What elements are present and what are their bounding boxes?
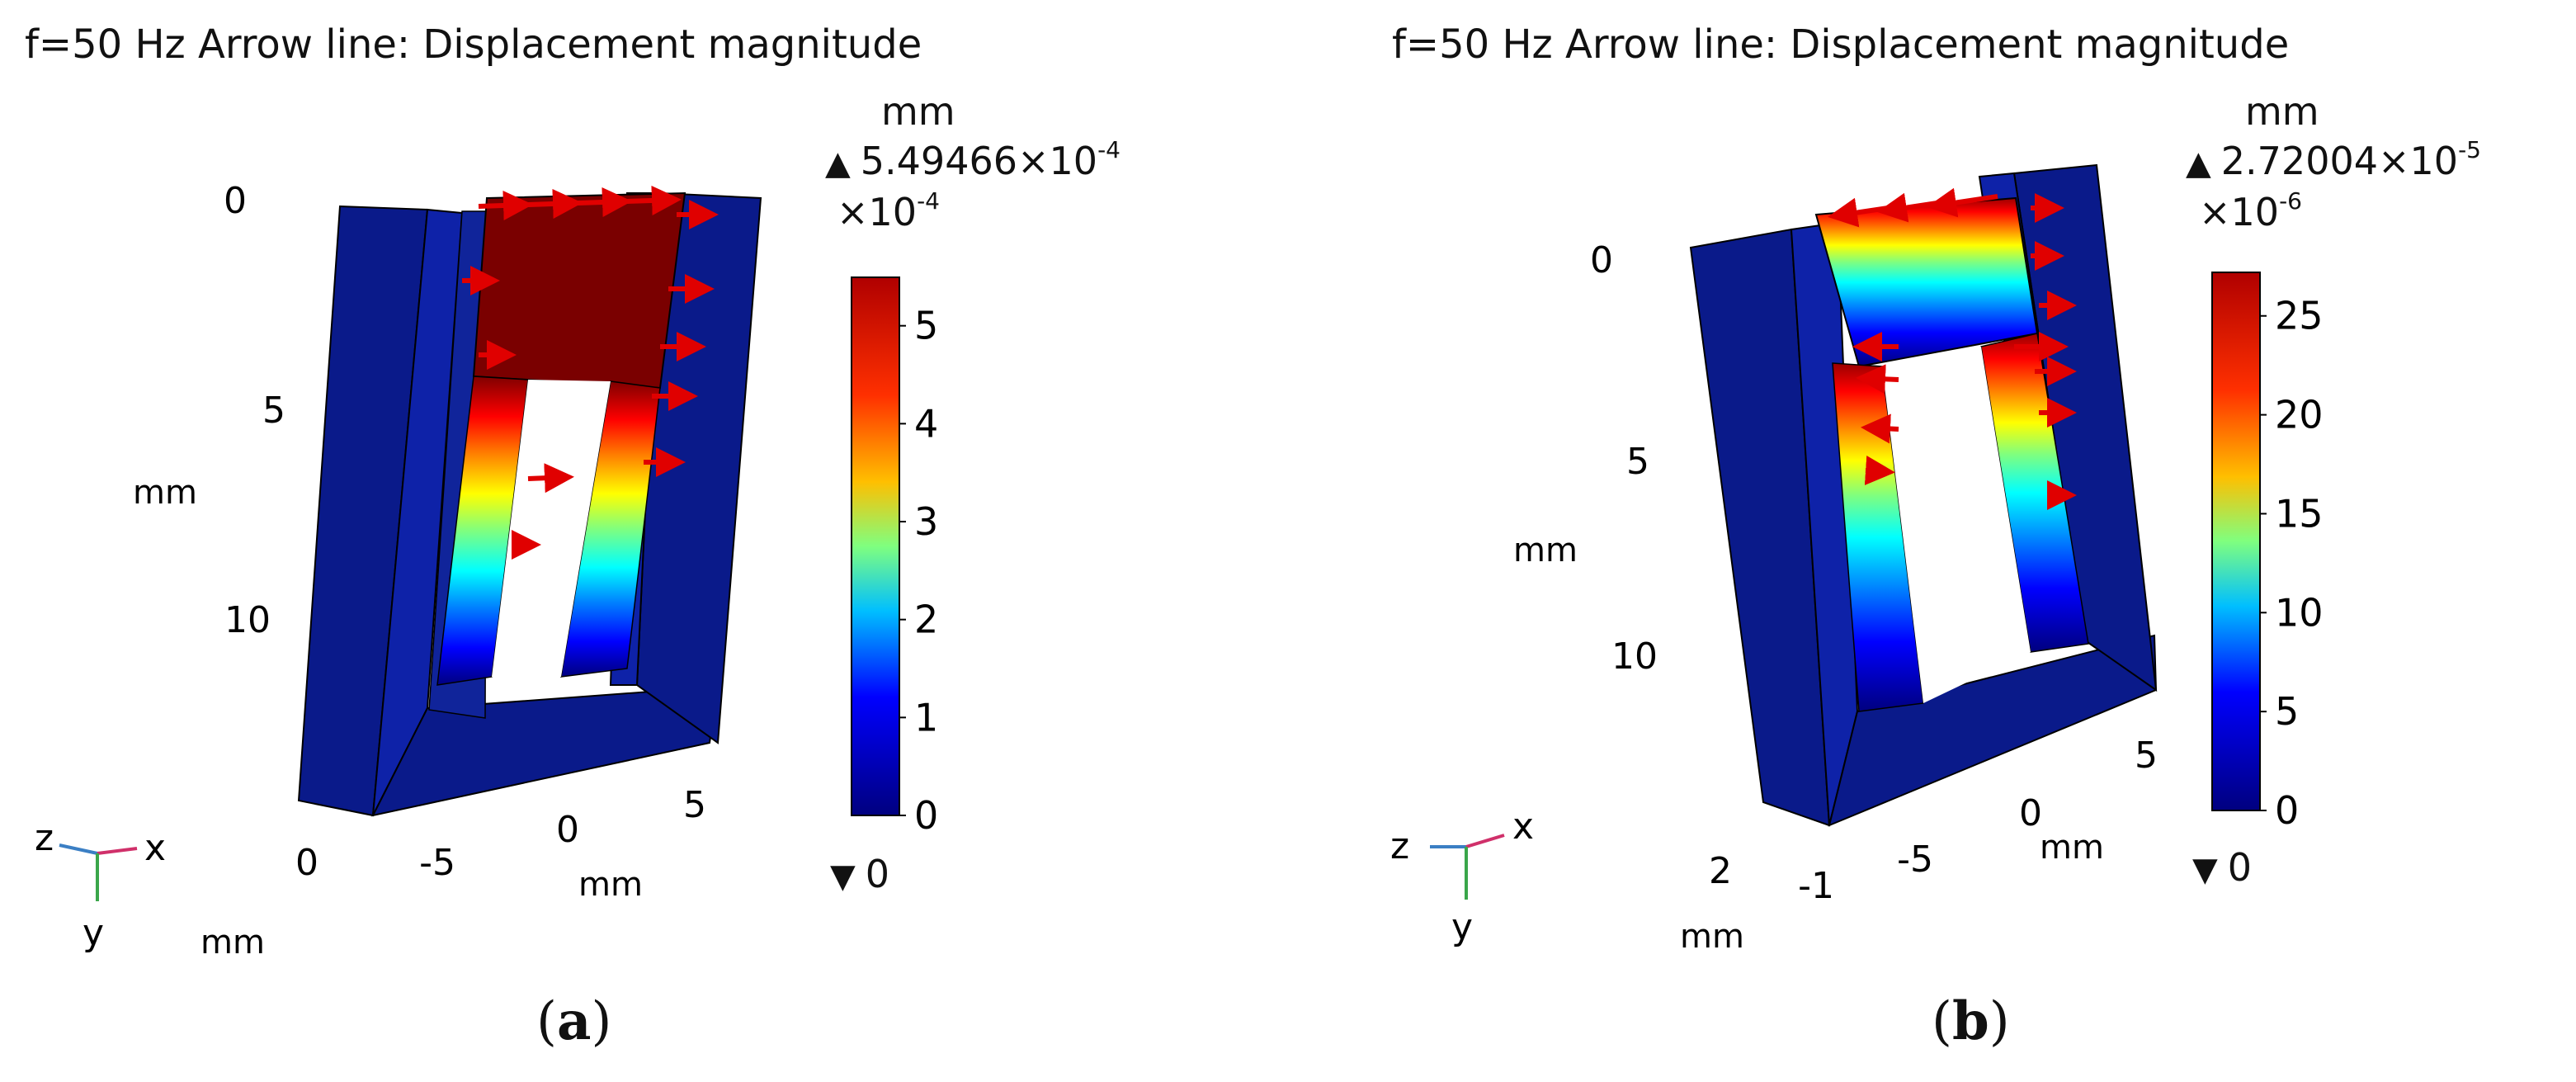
panel-caption-b: (b) bbox=[1932, 990, 2010, 1052]
tick-label: 0 bbox=[1590, 239, 1613, 281]
min-triangle-icon: ▼ bbox=[2192, 851, 2218, 889]
colorbar-tick-label: 0 bbox=[2275, 788, 2299, 833]
colorbar-min-label: ▼ 0 bbox=[830, 852, 890, 896]
tick-label: 5 bbox=[683, 784, 706, 826]
bottom-axis-a: -5 0 5 mm 0 mm bbox=[201, 784, 706, 962]
panel-caption-a: (a) bbox=[536, 990, 612, 1052]
triad-y-label: y bbox=[83, 912, 104, 954]
colorbar-unit: mm bbox=[2245, 89, 2319, 134]
colorbar-unit: mm bbox=[881, 89, 955, 134]
triad-x-label: x bbox=[1512, 806, 1534, 848]
plot-area-b: 0 5 10 mm bbox=[1390, 163, 2324, 956]
axis-unit-label: mm bbox=[2040, 829, 2104, 867]
colorbar-tick-label: 5 bbox=[914, 304, 938, 348]
displacement-arrows-b bbox=[1828, 187, 2077, 510]
axis-unit-label: mm bbox=[578, 866, 643, 904]
tick-label: 0 bbox=[224, 180, 247, 222]
tick-label: 0 bbox=[556, 809, 579, 851]
axis-unit-label: mm bbox=[133, 474, 197, 512]
tick-label: -5 bbox=[1897, 839, 1933, 881]
colorbar-tick-label: 4 bbox=[914, 401, 938, 446]
tick-label: 0 bbox=[295, 842, 318, 884]
colorbar-tick-label: 25 bbox=[2275, 294, 2324, 338]
tick-label: 5 bbox=[2135, 735, 2158, 777]
bottom-axis-b: -5 0 5 mm 2 -1 mm bbox=[1680, 735, 2158, 956]
axis-unit-label: mm bbox=[201, 924, 265, 962]
min-triangle-icon: ▼ bbox=[830, 858, 856, 895]
colorbar-min-label: ▼ 0 bbox=[2192, 845, 2253, 890]
colorbar-tick-label: 3 bbox=[914, 499, 938, 544]
colorbar-a: 5 4 3 2 1 0 bbox=[851, 276, 938, 838]
tick-label: -1 bbox=[1798, 865, 1834, 907]
colorbar-max-label: ▲ 5.49466×10-4 bbox=[825, 135, 1121, 183]
plot-title: f=50 Hz Arrow line: Displacement magnitu… bbox=[1392, 21, 2290, 68]
colorbar-tick-label: 10 bbox=[2275, 590, 2324, 635]
colorbar-scale-factor: ×10-6 bbox=[2199, 187, 2302, 234]
triad-z-label: z bbox=[35, 817, 54, 859]
plot-area-a: 0 5 10 mm bbox=[35, 180, 938, 962]
colorbar-b: 25 20 15 10 5 0 bbox=[2211, 272, 2324, 833]
colorbar-tick-label: 2 bbox=[914, 598, 938, 642]
triad-y-label: y bbox=[1451, 906, 1473, 948]
tick-label: 10 bbox=[224, 599, 271, 641]
core-b bbox=[1814, 196, 2089, 712]
triad-x-label: x bbox=[144, 827, 166, 869]
colorbar-tick-label: 1 bbox=[914, 695, 938, 739]
max-triangle-icon: ▲ bbox=[825, 144, 851, 182]
tick-label: 0 bbox=[2019, 792, 2042, 834]
max-triangle-icon: ▲ bbox=[2186, 144, 2211, 182]
colorbar-tick-label: 5 bbox=[2275, 689, 2299, 734]
axis-unit-label: mm bbox=[1513, 532, 1578, 569]
axis-triad-b: z x y bbox=[1390, 806, 1534, 948]
colorbar-tick-label: 15 bbox=[2275, 491, 2324, 536]
tick-label: 2 bbox=[1709, 850, 1732, 892]
vertical-axis-a: 0 5 10 mm bbox=[133, 180, 285, 641]
vertical-axis-b: 0 5 10 mm bbox=[1513, 239, 1658, 678]
tick-label: 10 bbox=[1611, 635, 1658, 678]
panel-b: f=50 Hz Arrow line: Displacement magnitu… bbox=[1288, 0, 2576, 1082]
displacement-arrows-a bbox=[462, 186, 719, 560]
tick-label: 5 bbox=[262, 390, 285, 432]
panel-a: f=50 Hz Arrow line: Displacement magnitu… bbox=[25, 21, 1121, 1052]
axis-unit-label: mm bbox=[1680, 918, 1744, 956]
colorbar-scale-factor: ×10-4 bbox=[837, 187, 940, 234]
colorbar-tick-label: 20 bbox=[2275, 393, 2324, 437]
colorbar-max-label: ▲ 2.72004×10-5 bbox=[2186, 135, 2481, 183]
colorbar-tick-label: 0 bbox=[914, 793, 938, 838]
tick-label: 5 bbox=[1626, 441, 1649, 483]
axis-triad-a: z x y bbox=[35, 817, 166, 954]
tick-label: -5 bbox=[419, 842, 455, 884]
triad-z-label: z bbox=[1390, 825, 1409, 867]
plot-title: f=50 Hz Arrow line: Displacement magnitu… bbox=[25, 21, 922, 68]
core-a bbox=[436, 191, 686, 686]
